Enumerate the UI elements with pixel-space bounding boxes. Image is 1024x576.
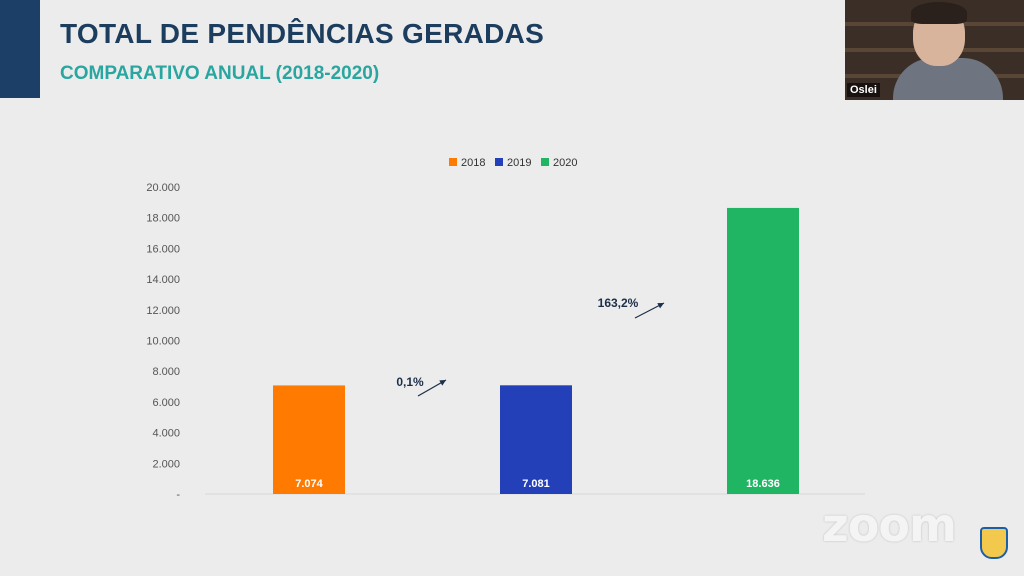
bar-2019 bbox=[500, 385, 572, 494]
slide-subtitle: COMPARATIVO ANUAL (2018-2020) bbox=[60, 63, 380, 84]
growth-annotation: 0,1% bbox=[396, 375, 424, 389]
bar-2018 bbox=[273, 385, 345, 494]
legend-swatch-2020 bbox=[541, 158, 549, 166]
zoom-watermark: zoom bbox=[822, 498, 957, 552]
y-tick-label: 14.000 bbox=[146, 274, 180, 286]
slide-title: TOTAL DE PENDÊNCIAS GERADAS bbox=[60, 18, 545, 49]
legend-label-2020: 2020 bbox=[553, 157, 577, 169]
y-tick-label: 6.000 bbox=[152, 397, 180, 409]
legend-label-2018: 2018 bbox=[461, 157, 485, 169]
y-tick-label: 10.000 bbox=[146, 336, 180, 348]
bar-value-label-2019: 7.081 bbox=[522, 478, 550, 490]
bars: 7.074 7.081 18.636 bbox=[273, 207, 799, 495]
growth-arrow-head bbox=[439, 380, 446, 386]
growth-arrow-head bbox=[657, 303, 664, 309]
y-tick-label: 8.000 bbox=[152, 366, 180, 378]
participant-video[interactable]: Oslei bbox=[845, 0, 1024, 100]
legend-label-2019: 2019 bbox=[507, 157, 531, 169]
y-tick-label: 20.000 bbox=[146, 182, 180, 194]
y-axis: - 2.000 4.000 6.000 8.000 10.000 12.000 14.000 1… bbox=[146, 182, 865, 501]
y-tick-label: - bbox=[176, 489, 180, 501]
person-body bbox=[893, 58, 1003, 100]
municipal-emblem-icon bbox=[980, 527, 1008, 559]
bar-2020 bbox=[727, 207, 799, 495]
y-tick-label: 2.000 bbox=[152, 458, 180, 470]
growth-annotation: 163,2% bbox=[598, 296, 639, 310]
participant-name: Oslei bbox=[847, 83, 880, 97]
annotations: 0,1% 163,2% bbox=[396, 296, 665, 397]
chart-legend: 2018 2019 2020 bbox=[449, 157, 577, 169]
y-tick-label: 18.000 bbox=[146, 213, 180, 225]
y-tick-label: 4.000 bbox=[152, 428, 180, 440]
bar-value-label-2020: 18.636 bbox=[746, 478, 780, 490]
bar-value-label-2018: 7.074 bbox=[295, 478, 323, 490]
y-tick-label: 16.000 bbox=[146, 243, 180, 255]
legend-swatch-2019 bbox=[495, 158, 503, 166]
title-accent-bar bbox=[0, 0, 40, 98]
person-hair bbox=[911, 2, 967, 24]
y-tick-label: 12.000 bbox=[146, 305, 180, 317]
legend-swatch-2018 bbox=[449, 158, 457, 166]
